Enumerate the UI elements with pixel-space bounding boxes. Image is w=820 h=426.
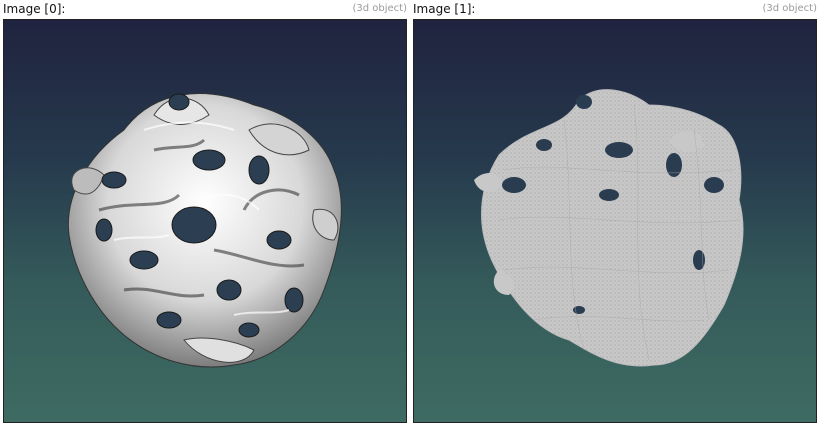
panel-header: Image [0]: (3d object): [3, 1, 407, 17]
image-panel-1: Image [1]: (3d object): [413, 0, 817, 426]
image-panel-0: Image [0]: (3d object): [3, 0, 407, 426]
panel-title: Image [1]:: [413, 2, 476, 16]
3d-viewport-wireframe[interactable]: [413, 19, 817, 423]
gyroid-wireframe-render: [474, 89, 744, 367]
3d-viewport-shaded[interactable]: [3, 19, 407, 423]
gyroid-surface-render: [67, 93, 342, 368]
object-type-tag: (3d object): [762, 3, 817, 14]
object-type-tag: (3d object): [352, 3, 407, 14]
panel-title: Image [0]:: [3, 2, 66, 16]
panel-header: Image [1]: (3d object): [413, 1, 817, 17]
